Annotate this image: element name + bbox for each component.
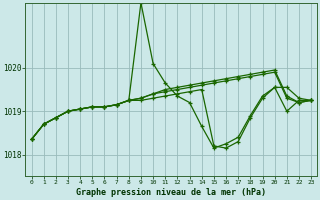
X-axis label: Graphe pression niveau de la mer (hPa): Graphe pression niveau de la mer (hPa)	[76, 188, 266, 197]
